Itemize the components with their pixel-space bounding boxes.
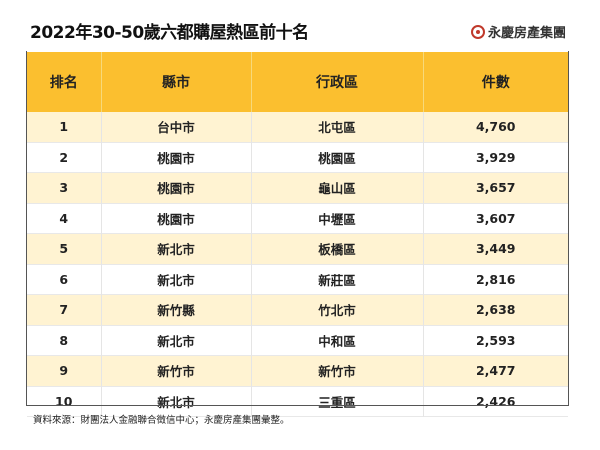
count-cell: 2,638	[422, 294, 568, 325]
yungching-logo-icon	[470, 24, 485, 39]
header-count: 件數	[422, 52, 568, 112]
count-cell: 3,657	[422, 172, 568, 203]
city-cell: 新北市	[100, 386, 251, 417]
district-cell: 桃園區	[250, 142, 423, 173]
rank-cell: 1	[27, 112, 101, 142]
district-cell: 中和區	[250, 325, 423, 356]
rank-cell: 2	[27, 142, 101, 173]
rank-cell: 4	[27, 203, 101, 234]
table-row: 6 新北市 新莊區 2,816	[27, 264, 568, 295]
city-cell: 新竹縣	[100, 294, 251, 325]
city-cell: 新北市	[100, 325, 251, 356]
count-cell: 2,426	[422, 386, 568, 417]
brand-logo: 永慶房產集團	[470, 22, 566, 41]
city-cell: 新北市	[100, 264, 251, 295]
table-row: 7 新竹縣 竹北市 2,638	[27, 294, 568, 325]
rank-cell: 9	[27, 355, 101, 386]
city-cell: 台中市	[100, 112, 251, 142]
header-district: 行政區	[250, 52, 423, 112]
table-row: 2 桃園市 桃園區 3,929	[27, 142, 568, 173]
count-cell: 3,929	[422, 142, 568, 173]
count-cell: 3,607	[422, 203, 568, 234]
rank-cell: 8	[27, 325, 101, 356]
district-cell: 竹北市	[250, 294, 423, 325]
rank-cell: 5	[27, 233, 101, 264]
district-cell: 板橋區	[250, 233, 423, 264]
district-cell: 北屯區	[250, 112, 423, 142]
city-cell: 桃園市	[100, 172, 251, 203]
rank-cell: 3	[27, 172, 101, 203]
count-cell: 2,477	[422, 355, 568, 386]
table-row: 5 新北市 板橋區 3,449	[27, 233, 568, 264]
district-cell: 三重區	[250, 386, 423, 417]
district-cell: 龜山區	[250, 172, 423, 203]
page-title: 2022年30-50歲六都購屋熱區前十名	[30, 23, 309, 43]
source-note: 資料來源：財團法人金融聯合徵信中心；永慶房產集團彙整。	[33, 415, 290, 426]
count-cell: 4,760	[422, 112, 568, 142]
rank-cell: 6	[27, 264, 101, 295]
city-cell: 新竹市	[100, 355, 251, 386]
table-row: 10 新北市 三重區 2,426	[27, 386, 568, 417]
district-cell: 新莊區	[250, 264, 423, 295]
count-cell: 2,593	[422, 325, 568, 356]
count-cell: 3,449	[422, 233, 568, 264]
header-city: 縣市	[100, 52, 251, 112]
ranking-table: 排名 縣市 行政區 件數 1 台中市 北屯區 4,760 2 桃園市 桃園區 3,929 3 桃園…	[27, 52, 568, 417]
table-row: 1 台中市 北屯區 4,760	[27, 112, 568, 142]
table-row: 3 桃園市 龜山區 3,657	[27, 172, 568, 203]
table-row: 4 桃園市 中壢區 3,607	[27, 203, 568, 234]
district-cell: 新竹市	[250, 355, 423, 386]
city-cell: 新北市	[100, 233, 251, 264]
header-rank: 排名	[27, 52, 101, 112]
table-row: 8 新北市 中和區 2,593	[27, 325, 568, 356]
count-cell: 2,816	[422, 264, 568, 295]
table-header-row: 排名 縣市 行政區 件數	[27, 52, 568, 112]
table-row: 9 新竹市 新竹市 2,477	[27, 355, 568, 386]
logo-text: 永慶房產集團	[487, 26, 566, 41]
city-cell: 桃園市	[100, 203, 251, 234]
district-cell: 中壢區	[250, 203, 423, 234]
rank-cell: 7	[27, 294, 101, 325]
city-cell: 桃園市	[100, 142, 251, 173]
